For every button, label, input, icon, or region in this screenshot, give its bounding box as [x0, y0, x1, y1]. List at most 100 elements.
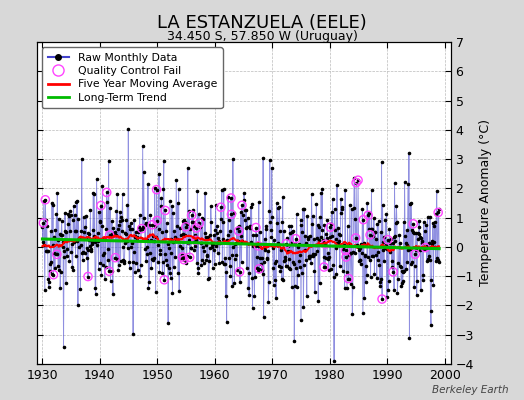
Point — [286, 229, 294, 236]
Point — [135, 227, 144, 234]
Point — [352, 235, 360, 241]
Point — [297, 221, 305, 228]
Point — [216, 228, 225, 234]
Point — [127, 226, 136, 233]
Point — [206, 203, 215, 210]
Point — [150, 255, 158, 261]
Point — [259, 313, 268, 320]
Point — [213, 223, 221, 229]
Point — [412, 292, 421, 298]
Point — [103, 199, 112, 205]
Point — [233, 225, 241, 232]
Point — [426, 214, 434, 220]
Point — [141, 246, 149, 252]
Point — [129, 331, 137, 337]
Point — [332, 236, 340, 242]
Point — [434, 206, 443, 212]
Point — [156, 250, 165, 257]
Point — [288, 284, 296, 290]
Point — [408, 259, 417, 265]
Point — [145, 221, 153, 228]
Point — [165, 264, 173, 271]
Point — [206, 232, 214, 238]
Point — [48, 200, 56, 206]
Point — [219, 236, 227, 242]
Point — [81, 234, 90, 241]
Point — [344, 275, 353, 282]
Point — [202, 234, 210, 240]
Point — [411, 247, 420, 253]
Point — [346, 250, 355, 256]
Point — [166, 198, 174, 205]
Point — [180, 256, 188, 263]
Point — [298, 229, 307, 235]
Point — [137, 262, 145, 268]
Point — [82, 213, 90, 219]
Point — [77, 228, 85, 234]
Point — [362, 279, 370, 285]
Point — [105, 232, 114, 238]
Point — [169, 210, 177, 216]
Point — [350, 205, 358, 212]
Point — [310, 236, 318, 242]
Point — [123, 238, 131, 244]
Point — [45, 279, 53, 285]
Point — [304, 252, 313, 259]
Point — [74, 216, 83, 223]
Point — [85, 237, 94, 243]
Point — [330, 274, 338, 280]
Point — [326, 224, 334, 230]
Point — [352, 180, 361, 186]
Point — [373, 275, 381, 282]
Point — [261, 247, 270, 253]
Point — [424, 253, 433, 259]
Point — [169, 239, 178, 245]
Point — [243, 265, 251, 271]
Point — [314, 237, 323, 243]
Point — [365, 210, 373, 216]
Point — [180, 217, 189, 223]
Point — [97, 272, 106, 278]
Point — [272, 200, 281, 206]
Point — [308, 250, 316, 257]
Point — [376, 279, 384, 286]
Point — [96, 218, 104, 224]
Point — [391, 233, 399, 239]
Point — [231, 256, 239, 262]
Point — [427, 322, 435, 328]
Point — [177, 232, 185, 238]
Point — [286, 266, 294, 272]
Point — [349, 249, 357, 256]
Point — [114, 226, 122, 232]
Point — [43, 248, 52, 254]
Point — [132, 260, 140, 266]
Point — [70, 212, 79, 218]
Point — [416, 234, 424, 240]
Point — [309, 212, 317, 219]
Point — [258, 271, 267, 277]
Point — [421, 228, 429, 234]
Point — [205, 258, 214, 264]
Point — [381, 245, 389, 252]
Point — [231, 240, 239, 247]
Point — [279, 276, 288, 283]
Point — [340, 242, 348, 248]
Point — [409, 229, 417, 236]
Point — [257, 267, 266, 273]
Point — [384, 287, 392, 293]
Point — [261, 244, 269, 250]
Point — [79, 257, 87, 263]
Point — [153, 217, 161, 224]
Point — [252, 232, 260, 238]
Point — [51, 265, 59, 271]
Point — [232, 239, 240, 246]
Point — [285, 256, 293, 262]
Point — [412, 230, 420, 236]
Point — [227, 195, 235, 201]
Point — [93, 242, 101, 248]
Point — [234, 228, 243, 234]
Point — [98, 183, 106, 189]
Point — [363, 271, 371, 278]
Point — [338, 206, 346, 212]
Legend: Raw Monthly Data, Quality Control Fail, Five Year Moving Average, Long-Term Tren: Raw Monthly Data, Quality Control Fail, … — [42, 48, 223, 108]
